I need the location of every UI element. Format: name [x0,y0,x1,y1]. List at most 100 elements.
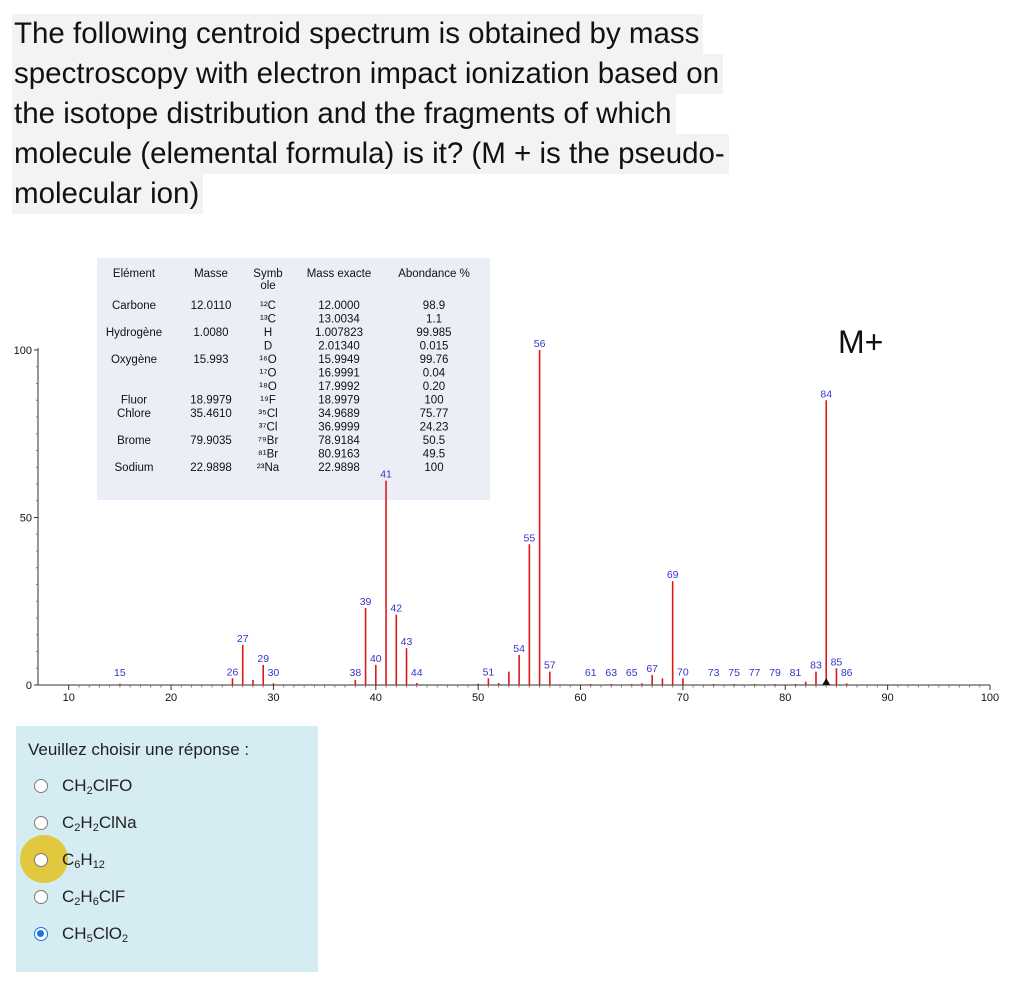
answer-option[interactable]: CH5ClO2 [34,919,128,949]
answer-option[interactable]: C2H6ClF [34,882,125,912]
formula-text: C [62,849,75,869]
peak-label: 84 [820,388,832,400]
x-tick-label: 10 [63,692,75,704]
formula-subscript: 5 [86,932,93,945]
table-cell: 34.9689 [318,408,360,420]
table-cell: Carbone [112,300,156,312]
table-header: ole [260,280,275,292]
formula-text: H [80,812,93,832]
table-cell: 79.9035 [190,435,232,447]
table-cell: 2.01340 [318,341,360,353]
peak-label: 85 [831,656,843,668]
peak-label: 81 [790,667,802,679]
radio-button[interactable] [34,927,48,941]
answer-option[interactable]: CH2ClFO [34,771,132,801]
question-line: spectroscopy with electron impact ioniza… [12,54,724,94]
radio-button[interactable] [34,890,48,904]
table-cell: 100 [424,395,443,407]
answer-label: C6H12 [62,850,105,871]
formula-text: C [62,886,75,906]
peak-label: 27 [237,633,249,645]
table-cell: 18.9979 [190,395,232,407]
formula-subscript: 12 [92,858,105,871]
radio-button[interactable] [34,853,48,867]
answer-label: CH2ClFO [62,776,132,797]
formula-text: CH [62,775,87,795]
answer-label: CH5ClO2 [62,924,128,945]
table-cell: 22.9898 [190,462,232,474]
table-cell: 17.9992 [318,381,360,393]
peak-label: 55 [524,532,536,544]
peak-label: 41 [380,469,392,481]
peak-label: 54 [513,643,525,655]
peak-label: 26 [227,666,239,678]
table-cell: 15.9949 [318,354,360,366]
radio-button[interactable] [34,816,48,830]
answer-label: C2H6ClF [62,887,125,908]
radio-button[interactable] [34,779,48,793]
table-cell: 100 [424,462,443,474]
peak-label: 57 [544,660,556,672]
table-background [97,258,490,500]
formula-subscript: 2 [74,821,81,834]
x-tick-label: 50 [472,692,484,704]
question-line: molecule (elemental formula) is it? (M +… [12,134,729,174]
table-cell: Sodium [115,462,154,474]
table-cell: D [264,341,272,353]
peak-label: 73 [708,667,720,679]
table-cell: 13.0034 [318,314,360,326]
molecular-ion-annotation: M+ [838,324,883,360]
table-cell: 0.015 [420,341,449,353]
molecular-ion-marker [822,678,831,685]
y-tick-label: 50 [20,513,32,525]
table-cell: H [264,327,272,339]
formula-subscript: 6 [92,895,99,908]
table-cell: 80.9163 [318,449,360,461]
table-cell: 15.993 [193,354,228,366]
table-cell: 50.5 [423,435,445,447]
peak-label: 42 [390,603,402,615]
x-tick-label: 70 [677,692,689,704]
table-cell: 36.9999 [318,422,360,434]
peak-label: 30 [268,667,280,679]
table-cell: 0.04 [423,368,446,380]
answer-panel: Veuillez choisir une réponse : CH2ClFO C2… [16,726,318,972]
x-tick-label: 80 [779,692,791,704]
peak-label: 83 [810,660,822,672]
peak-label: 29 [257,653,269,665]
formula-text: ClFO [92,775,133,795]
table-cell: Hydrogène [106,327,162,339]
formula-text: H [80,849,93,869]
table-cell: 75.77 [420,408,449,420]
y-tick-label: 100 [14,345,32,357]
formula-text: CH [62,923,87,943]
table-cell: ⁷⁹Br [258,435,279,447]
table-cell: Fluor [121,395,147,407]
formula-subscript: 2 [86,784,93,797]
x-tick-label: 40 [370,692,382,704]
table-header: Masse [194,268,228,280]
table-cell: ⁸¹Br [258,449,278,461]
table-header: Abondance % [398,268,470,280]
table-cell: ¹⁷O [260,368,277,380]
question-line: molecular ion) [12,174,204,214]
formula-subscript: 2 [92,821,99,834]
formula-subscript: 2 [74,895,81,908]
answer-option[interactable]: C2H2ClNa [34,808,137,838]
table-header: Elément [113,268,156,280]
peak-label: 38 [349,667,361,679]
peak-label: 39 [360,596,372,608]
table-cell: ¹³C [260,314,276,326]
formula-text: ClF [98,886,126,906]
answer-option[interactable]: C6H12 [20,835,105,883]
x-tick-label: 30 [267,692,279,704]
table-cell: ¹²C [260,300,276,312]
peak-label: 77 [749,667,761,679]
peak-label: 40 [370,653,382,665]
table-header: Mass exacte [307,268,372,280]
table-cell: Oxygène [111,354,157,366]
peak-label: 15 [114,667,126,679]
y-tick-label: 0 [26,680,32,692]
